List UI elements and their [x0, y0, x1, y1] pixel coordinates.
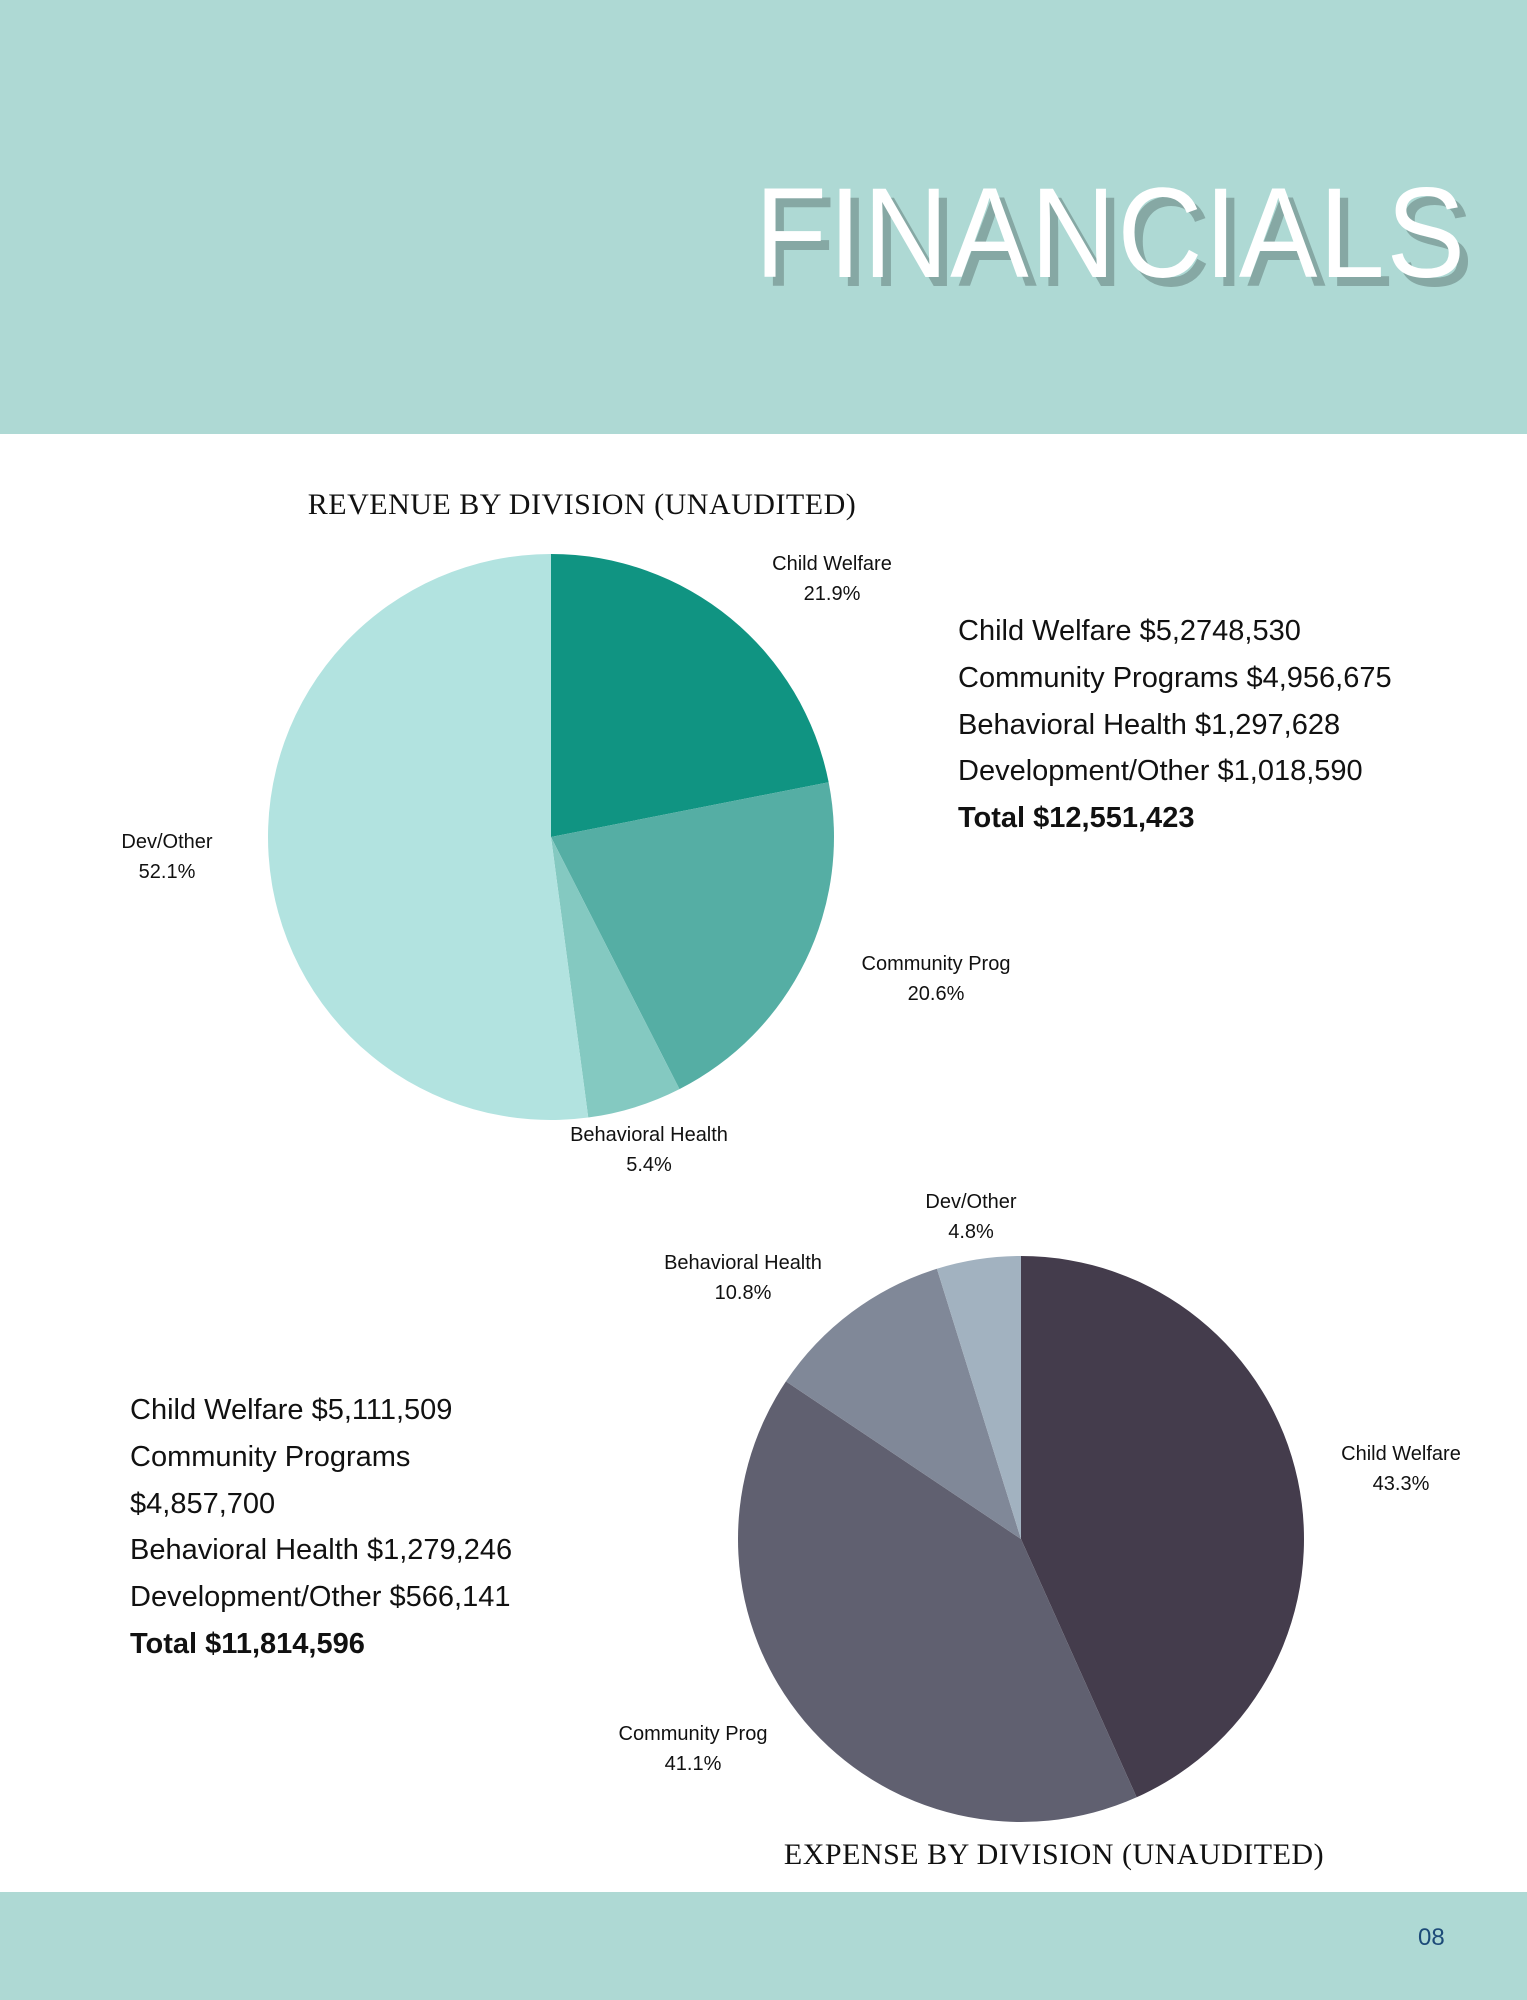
expense-summary: Child Welfare $5,111,509 Community Progr… [130, 1387, 512, 1668]
revenue-line: Development/Other $1,018,590 [958, 755, 1363, 788]
footer-band [0, 1892, 1527, 2000]
expense-line: $4,857,700 [130, 1487, 276, 1520]
revenue-label-child-welfare: Child Welfare 21.9% [772, 553, 892, 605]
revenue-line: Behavioral Health $1,297,628 [958, 708, 1341, 741]
expense-label-dev-other: Dev/Other 4.8% [925, 1191, 1017, 1243]
revenue-slice-behavioral-health [551, 837, 680, 1118]
expense-line: Community Programs [130, 1440, 411, 1473]
revenue-slice-child-welfare [551, 554, 829, 837]
revenue-label-behavioral-health: Behavioral Health 5.4% [570, 1124, 728, 1176]
revenue-line: Child Welfare $5,2748,530 [958, 615, 1301, 647]
revenue-slice-dev-other [267, 554, 589, 1121]
header-band: FINANCIALS [0, 0, 1527, 434]
expense-line: Child Welfare $5,111,509 [130, 1394, 453, 1426]
expense-label-community-prog: Community Prog 41.1% [618, 1723, 768, 1775]
revenue-slice-community-prog [551, 782, 834, 1090]
revenue-chart-title: REVENUE BY DIVISION (UNAUDITED) [307, 488, 857, 521]
expense-line: Behavioral Health $1,279,246 [130, 1534, 513, 1567]
expense-chart-title: EXPENSE BY DIVISION (UNAUDITED) [783, 1838, 1325, 1871]
revenue-line: Community Programs $4,956,675 [958, 661, 1392, 694]
page-number: 08 [1418, 1924, 1445, 1951]
expense-label-child-welfare: Child Welfare 43.3% [1341, 1443, 1461, 1495]
expense-slice-child-welfare [1021, 1256, 1305, 1798]
expense-label-behavioral-health: Behavioral Health 10.8% [664, 1252, 822, 1304]
revenue-total: Total $12,551,423 [958, 802, 1195, 835]
expense-slice-community-prog [737, 1381, 1137, 1823]
expense-slice-dev-other [936, 1256, 1021, 1539]
revenue-summary: Child Welfare $5,2748,530 Community Prog… [958, 608, 1392, 842]
revenue-label-community-prog: Community Prog 20.6% [861, 953, 1011, 1005]
expense-slice-behavioral-health [785, 1268, 1021, 1539]
expense-line: Development/Other $566,141 [130, 1581, 511, 1614]
expense-total: Total $11,814,596 [130, 1627, 365, 1660]
page-title: FINANCIALS [754, 162, 1467, 305]
revenue-label-dev-other: Dev/Other 52.1% [121, 831, 213, 883]
